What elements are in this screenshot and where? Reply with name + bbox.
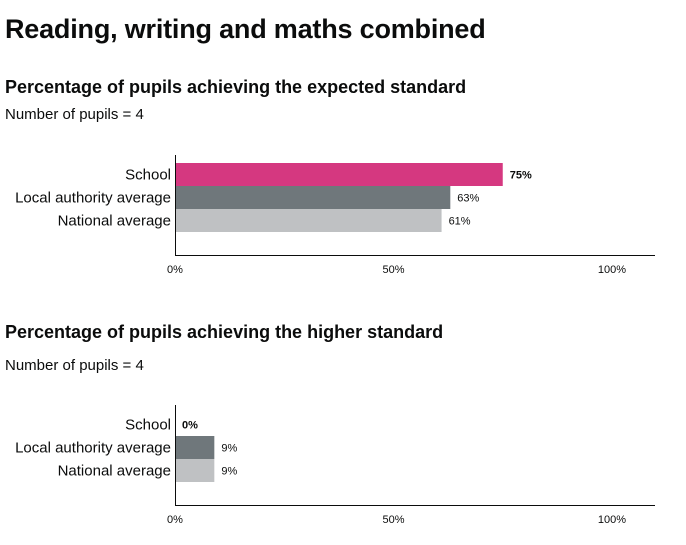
higher-value-label-national: 9% bbox=[221, 466, 237, 478]
expected-category-label-school: School bbox=[125, 167, 171, 184]
expected-standard-chart: School 75% Local authority average 63% Natio… bbox=[15, 155, 655, 276]
page-title: Reading, writing and maths combined bbox=[5, 14, 486, 44]
expected-value-label-national: 61% bbox=[449, 216, 471, 228]
higher-x-tick-label-100: 100% bbox=[598, 514, 626, 526]
higher-standard-title: Percentage of pupils achieving the highe… bbox=[5, 322, 444, 342]
expected-x-tick-label-50: 50% bbox=[382, 264, 404, 276]
higher-x-tick-label-50: 50% bbox=[382, 514, 404, 526]
higher-standard-pupil-count: Number of pupils = 4 bbox=[5, 357, 144, 374]
expected-value-label-local-authority: 63% bbox=[457, 193, 479, 205]
higher-bar-national bbox=[175, 459, 215, 482]
higher-standard-chart: School 0% Local authority average 9% Nationa… bbox=[15, 405, 655, 526]
higher-category-label-local-authority: Local authority average bbox=[15, 440, 171, 457]
expected-standard-title: Percentage of pupils achieving the expec… bbox=[5, 77, 467, 97]
expected-category-label-local-authority: Local authority average bbox=[15, 190, 171, 207]
expected-bar-local-authority bbox=[175, 186, 451, 209]
expected-bar-school bbox=[175, 163, 503, 186]
higher-value-label-school: 0% bbox=[182, 420, 198, 432]
expected-bar-national bbox=[175, 209, 442, 232]
expected-standard-pupil-count: Number of pupils = 4 bbox=[5, 106, 144, 123]
expected-category-label-national: National average bbox=[58, 213, 171, 230]
higher-bar-local-authority bbox=[175, 436, 215, 459]
higher-value-label-local-authority: 9% bbox=[221, 443, 237, 455]
expected-x-tick-label-0: 0% bbox=[167, 264, 183, 276]
expected-x-tick-label-100: 100% bbox=[598, 264, 626, 276]
higher-category-label-national: National average bbox=[58, 463, 171, 480]
higher-x-tick-label-0: 0% bbox=[167, 514, 183, 526]
higher-category-label-school: School bbox=[125, 417, 171, 434]
expected-value-label-school: 75% bbox=[510, 170, 532, 182]
